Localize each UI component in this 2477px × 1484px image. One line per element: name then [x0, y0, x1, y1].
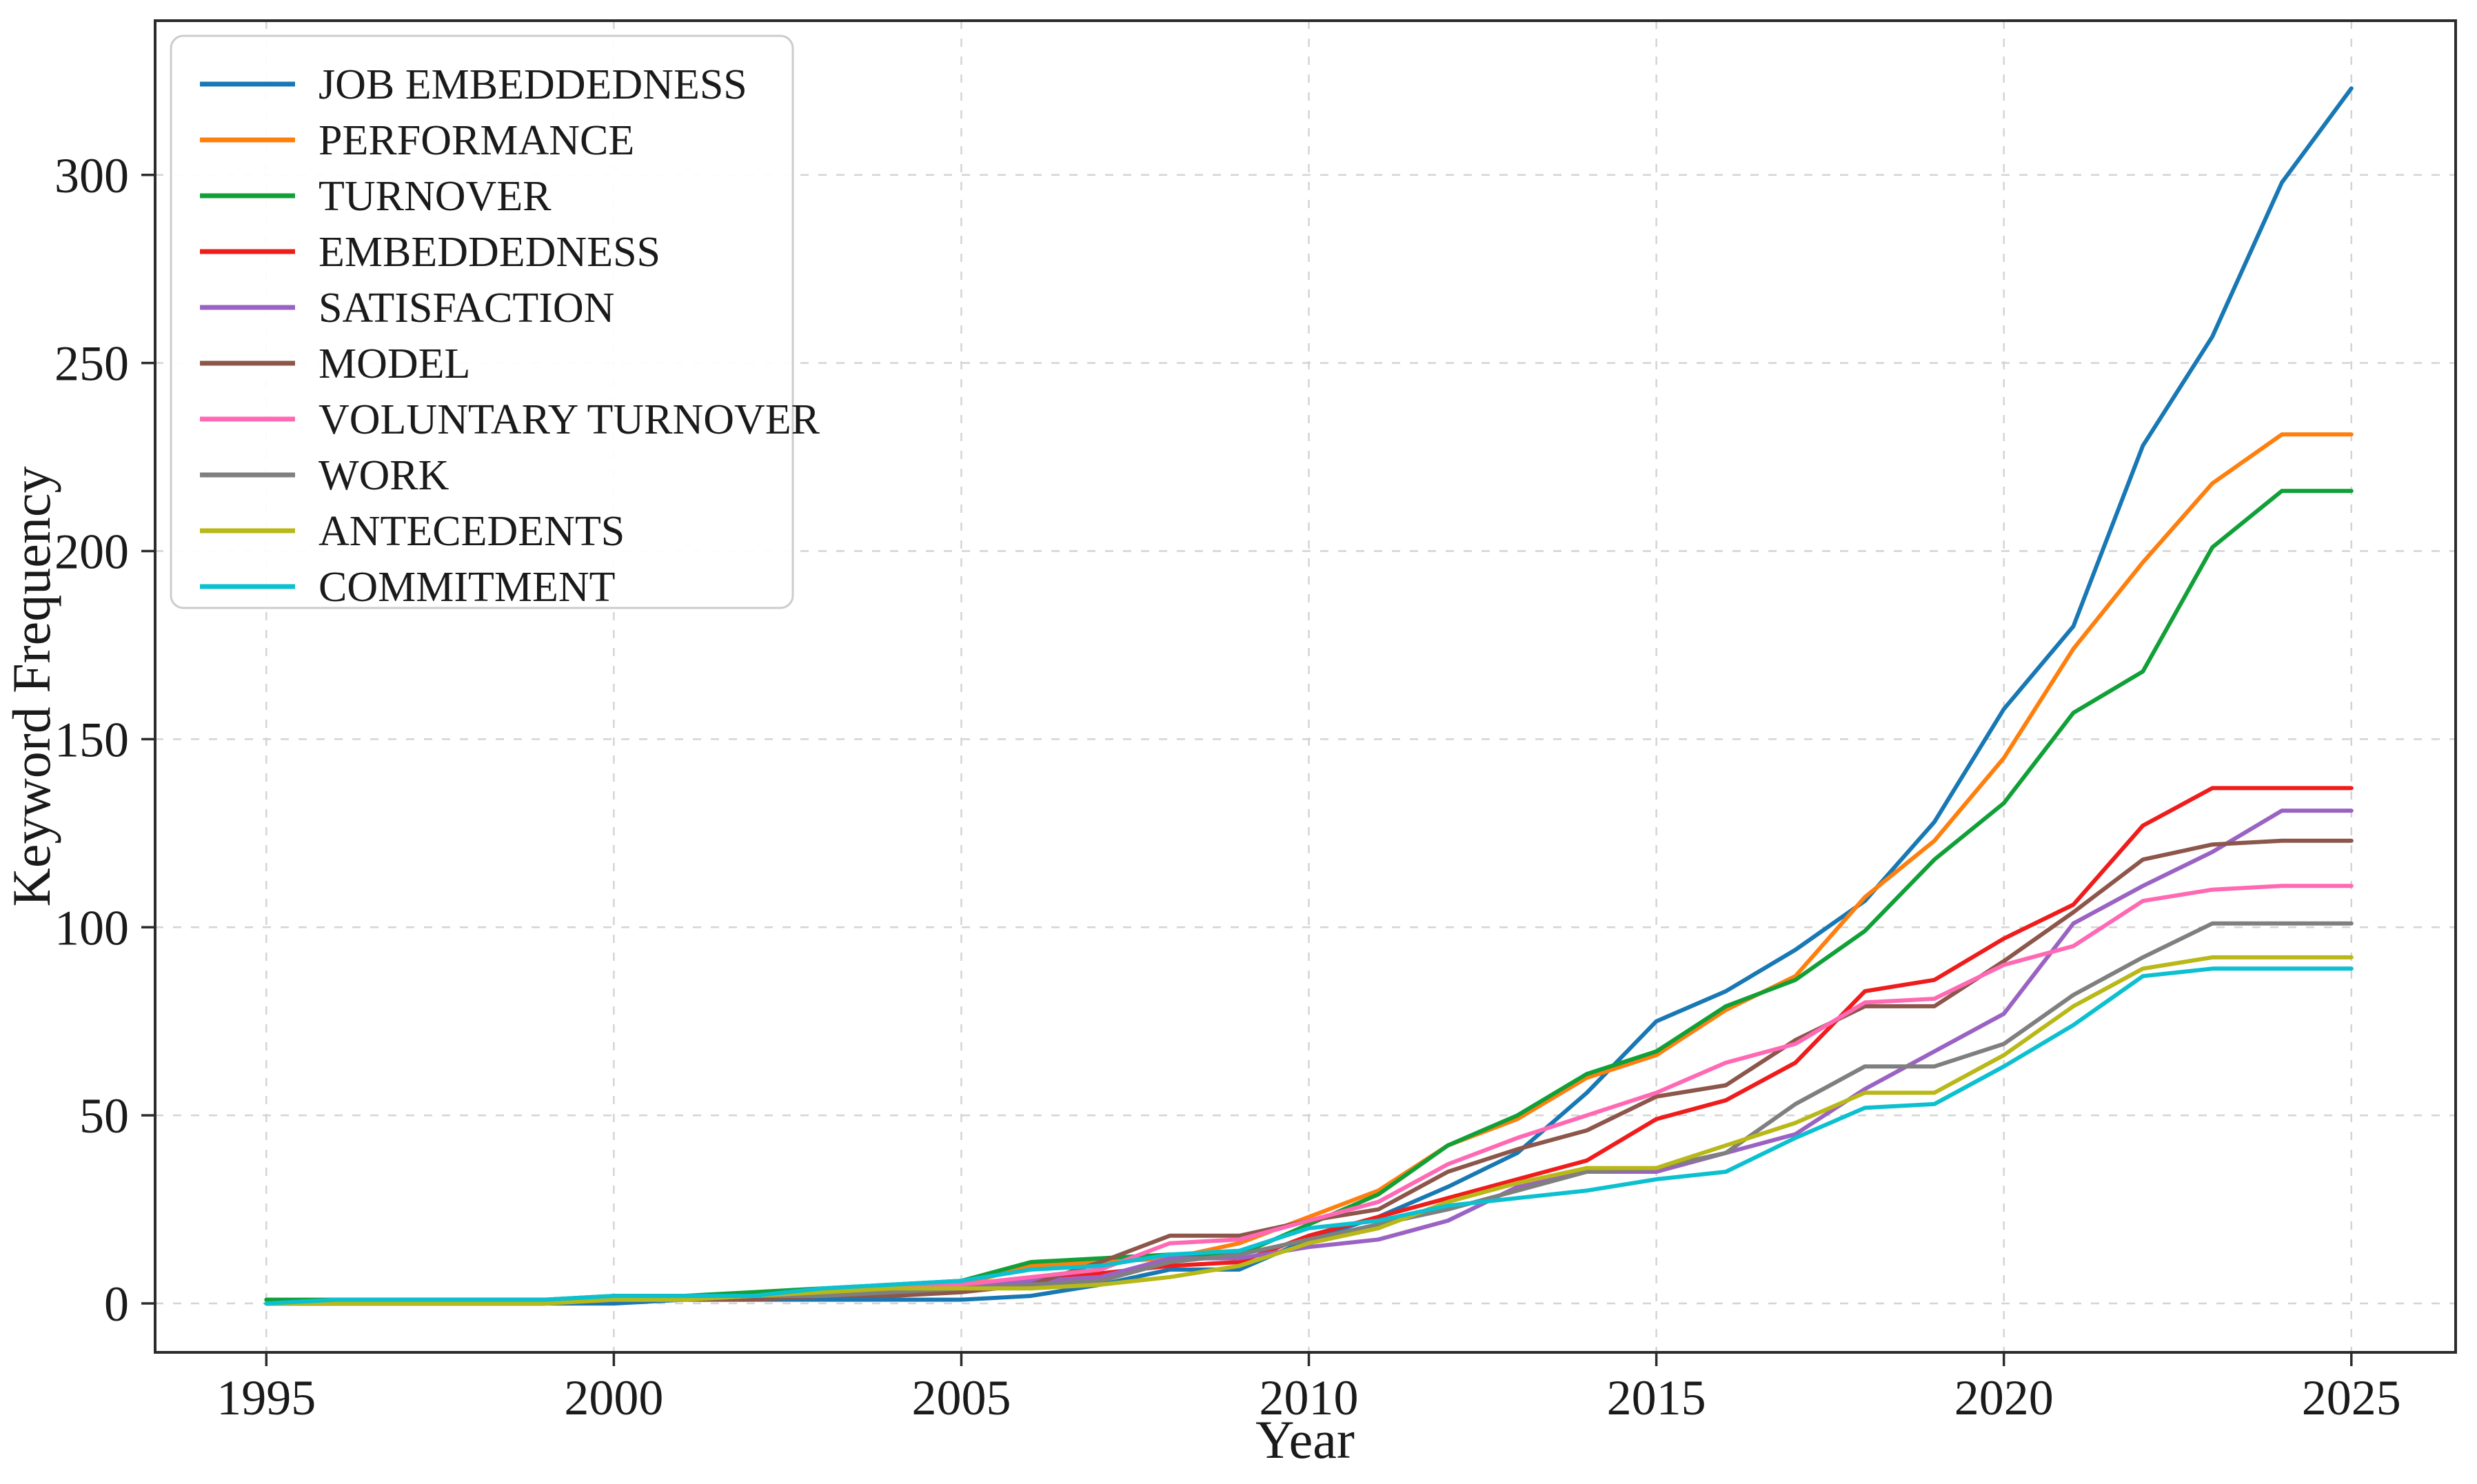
legend-item-label: SATISFACTION — [319, 285, 614, 332]
x-axis-title: Year — [1255, 1410, 1355, 1470]
legend-item-performance: PERFORMANCE — [200, 117, 634, 164]
x-tick-label-2020: 2020 — [1954, 1370, 2054, 1425]
legend-item-label: COMMITMENT — [319, 564, 616, 611]
legend-item-turnover: TURNOVER — [200, 173, 552, 220]
x-tick-label-2015: 2015 — [1607, 1370, 1706, 1425]
y-tick-label-100: 100 — [54, 900, 129, 955]
y-tick-label-50: 50 — [79, 1088, 129, 1144]
legend-item-label: ANTECEDENTS — [319, 508, 625, 555]
legend-item-label: EMBEDDEDNESS — [319, 229, 660, 276]
legend-item-satisfaction: SATISFACTION — [200, 285, 614, 332]
y-tick-label-0: 0 — [104, 1277, 129, 1332]
legend-item-voluntary-turnover: VOLUNTARY TURNOVER — [200, 396, 820, 443]
y-axis-title: Keyword Frequency — [1, 467, 61, 907]
series-line-commitment — [264, 966, 2354, 1306]
legend-item-model: MODEL — [200, 340, 470, 387]
legend-item-embeddedness: EMBEDDEDNESS — [200, 229, 660, 276]
y-tick-label-300: 300 — [54, 148, 129, 203]
legend-item-label: JOB EMBEDDEDNESS — [319, 61, 747, 108]
y-tick-label-150: 150 — [54, 712, 129, 767]
legend-item-label: TURNOVER — [319, 173, 552, 220]
y-tick-label-250: 250 — [54, 336, 129, 392]
legend-item-label: MODEL — [319, 340, 470, 387]
x-tick-label-2005: 2005 — [911, 1370, 1011, 1425]
x-tick-label-2000: 2000 — [564, 1370, 663, 1425]
legend-item-commitment: COMMITMENT — [200, 564, 616, 611]
plot-border — [154, 19, 2457, 1354]
legend-item-label: WORK — [319, 452, 449, 499]
legend-box — [170, 34, 794, 609]
legend: JOB EMBEDDEDNESS PERFORMANCE TURNOVER EMBED… — [170, 34, 820, 611]
x-tick-label-2025: 2025 — [2302, 1370, 2401, 1425]
legend-item-job-embeddedness: JOB EMBEDDEDNESS — [200, 61, 747, 108]
x-tick-label-1995: 1995 — [216, 1370, 316, 1425]
axis-ticks: 1995 2000 2005 2010 2015 2020 2025 0 50 100 150 200… — [54, 148, 2401, 1425]
x-tick-label-2010: 2010 — [1260, 1370, 1359, 1425]
legend-item-antecedents: ANTECEDENTS — [200, 508, 625, 555]
legend-item-label: VOLUNTARY TURNOVER — [319, 396, 820, 443]
series-lines — [264, 86, 2354, 1306]
series-line-antecedents — [264, 955, 2354, 1306]
y-tick-label-200: 200 — [54, 525, 129, 580]
legend-item-work: WORK — [200, 452, 449, 499]
legend-item-label: PERFORMANCE — [319, 117, 634, 164]
